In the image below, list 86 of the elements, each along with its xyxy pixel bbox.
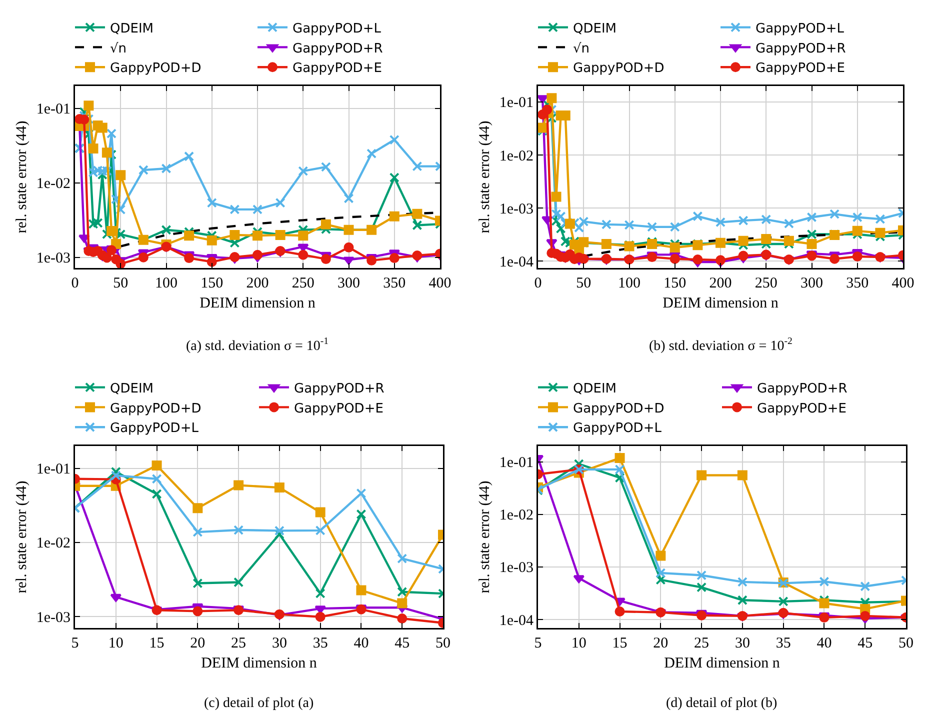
y-tick-label: 1e-01: [499, 95, 534, 112]
x-tick-label: 50: [436, 636, 450, 652]
text: (d) detail of plot (b): [666, 696, 778, 711]
x-tick-label: 15: [149, 636, 164, 652]
y-axis-title: rel. state error (44): [476, 120, 493, 234]
x-tick-label: 300: [338, 276, 360, 292]
legend-label: GappyPOD+D: [573, 401, 664, 416]
x-tick-label: 15: [612, 636, 628, 652]
x-tick-label: 35: [312, 636, 328, 652]
x-tick-label: 50: [113, 276, 128, 292]
x-tick-label: 350: [846, 276, 869, 292]
x-tick-label: 40: [816, 636, 832, 652]
legend-label: GappyPOD+R: [292, 41, 383, 56]
x-axis-title: DEIM dimension n: [662, 295, 779, 312]
x-tick-label: 25: [694, 636, 710, 652]
text: (b) std. deviation σ = 10$^{-2}$: [649, 336, 792, 354]
x-tick-label: 5: [534, 636, 542, 652]
x-tick-label: 100: [618, 276, 640, 292]
legend-label: GappyPOD+E: [757, 401, 846, 416]
y-tick-label: 1e-03: [499, 560, 534, 576]
y-tick-label: 1e-01: [36, 102, 70, 118]
legend-label: GappyPOD+L: [110, 421, 200, 436]
legend-label: GappyPOD+L: [756, 21, 845, 36]
y-tick-label: 1e-01: [36, 462, 70, 478]
x-tick-label: 35: [776, 636, 791, 652]
x-tick-label: 250: [292, 276, 314, 292]
x-tick-label: 0: [71, 276, 79, 292]
text: (a) std. deviation σ = 10$^{-1}$: [186, 336, 329, 354]
y-tick-label: 1e-02: [36, 176, 70, 192]
x-tick-label: 200: [246, 276, 269, 292]
x-tick-label: 20: [190, 636, 206, 652]
x-axis-title: DEIM dimension n: [664, 655, 780, 672]
legend-label: GappyPOD+E: [294, 401, 384, 416]
y-axis-title: rel. state error (44): [476, 480, 493, 594]
y-tick-label: 1e-02: [36, 536, 70, 552]
legend-label: GappyPOD+L: [573, 421, 662, 436]
x-tick-label: 150: [664, 276, 686, 292]
x-tick-label: 300: [800, 276, 823, 292]
legend-label: QDEIM: [573, 21, 617, 36]
x-tick-label: 200: [709, 276, 732, 292]
y-tick-label: 1e-03: [36, 610, 70, 626]
legend-label: QDEIM: [573, 381, 617, 396]
legend-label: QDEIM: [110, 381, 154, 396]
x-tick-label: 150: [200, 276, 224, 292]
legend-label: GappyPOD+E: [756, 61, 845, 76]
x-tick-label: 40: [354, 636, 369, 652]
text: (c) detail of plot (a): [204, 696, 314, 711]
x-tick-label: 50: [576, 276, 592, 292]
y-axis-title: rel. state error (44): [14, 480, 30, 594]
legend-label: √n: [110, 41, 127, 56]
x-tick-label: 50: [898, 636, 914, 652]
x-tick-label: 10: [108, 636, 124, 652]
x-tick-label: 400: [428, 276, 452, 292]
legend-label: √n: [573, 41, 590, 56]
y-tick-label: 1e-04: [499, 612, 534, 629]
legend-label: GappyPOD+D: [573, 61, 664, 76]
y-tick-label: 1e-03: [36, 250, 70, 267]
x-tick-label: 0: [534, 276, 542, 292]
y-tick-label: 1e-02: [499, 508, 534, 524]
x-tick-label: 250: [754, 276, 778, 292]
x-tick-label: 45: [394, 636, 410, 652]
x-tick-label: 10: [571, 636, 586, 652]
x-tick-label: 30: [734, 636, 750, 652]
legend-label: GappyPOD+R: [756, 41, 846, 56]
x-tick-label: 350: [383, 276, 406, 292]
x-tick-label: 5: [71, 636, 79, 652]
x-tick-label: 30: [272, 636, 287, 652]
x-tick-label: 45: [858, 636, 873, 652]
legend-label: GappyPOD+D: [110, 401, 202, 416]
y-tick-label: 1e-01: [499, 455, 534, 472]
y-tick-label: 1e-02: [499, 148, 534, 164]
legend-label: GappyPOD+E: [292, 61, 382, 76]
legend-label: GappyPOD+R: [757, 381, 848, 396]
x-axis-title: DEIM dimension n: [201, 655, 318, 672]
y-tick-label: 1e-03: [499, 201, 534, 218]
x-tick-label: 20: [653, 636, 668, 652]
x-tick-label: 100: [155, 276, 178, 292]
y-tick-label: 1e-04: [499, 254, 534, 270]
legend-label: QDEIM: [110, 21, 154, 36]
x-tick-label: 400: [892, 276, 914, 292]
legend-label: GappyPOD+R: [294, 381, 384, 396]
y-axis-title: rel. state error (44): [14, 120, 30, 234]
legend-label: GappyPOD+D: [110, 61, 202, 76]
legend-label: GappyPOD+L: [292, 21, 382, 36]
x-tick-label: 25: [231, 636, 246, 652]
x-axis-title: DEIM dimension n: [200, 295, 316, 312]
